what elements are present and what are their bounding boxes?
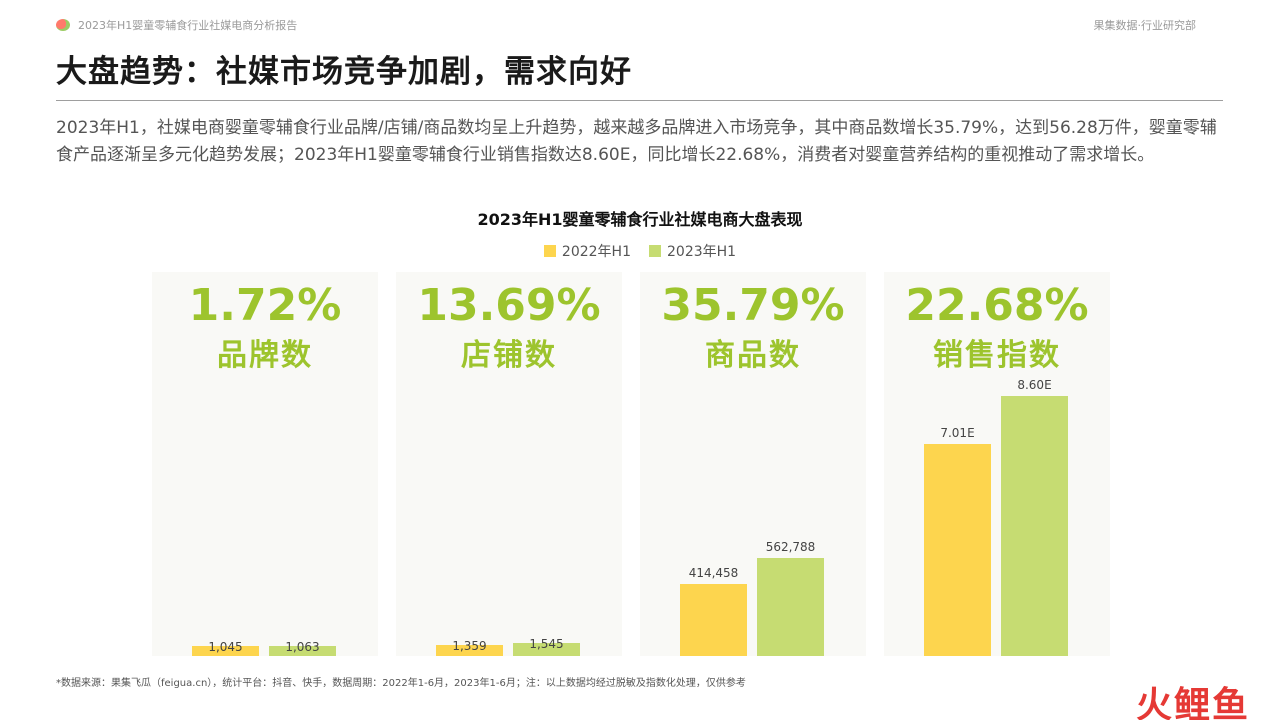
title-divider	[56, 100, 1223, 101]
growth-sales-index: 22.68%	[905, 280, 1089, 331]
bar-label-products-2022: 414,458	[688, 565, 739, 580]
bar-label-sales-index-2023: 8.60E	[1017, 378, 1052, 392]
bar-shops-2023	[513, 643, 580, 656]
bar-label-shops-2023: 1,545	[529, 637, 564, 651]
metric-brands: 品牌数	[217, 338, 313, 373]
panel-brands: 1.72% 品牌数 1,045 1,063	[152, 272, 378, 656]
bar-brands-2023	[269, 646, 336, 656]
bar-brands-2022	[192, 646, 259, 656]
growth-shops: 13.69%	[417, 280, 601, 331]
summary-text: 2023年H1，社媒电商婴童零辅食行业品牌/店铺/商品数均呈上升趋势，越来越多品…	[56, 118, 1217, 165]
bar-label-products-2023: 562,788	[765, 540, 816, 554]
growth-products: 35.79%	[661, 280, 845, 331]
legend-item-2022: 2022年H1	[543, 241, 631, 261]
panel-products: 35.79% 商品数 414,458 562,788	[640, 272, 866, 656]
metric-sales-index: 销售指数	[933, 338, 1061, 373]
chart-legend: 2022年H1 2023年H1	[0, 241, 1280, 261]
watermark-logo: 火鲤鱼	[1135, 685, 1250, 720]
panel-sales-index: 22.68% 销售指数 7.01E 8.60E	[884, 272, 1110, 656]
bar-products-2023	[757, 558, 824, 656]
brand-tag: 果集数据·行业研究部	[1093, 19, 1197, 32]
bar-label-sales-index-2022: 7.01E	[940, 426, 975, 441]
legend-label-2022: 2022年H1	[561, 244, 631, 260]
bar-sales-index-2022	[924, 444, 991, 656]
metric-products: 商品数	[705, 338, 801, 373]
bar-label-brands-2023: 1,063	[285, 640, 320, 654]
legend-item-2023: 2023年H1	[649, 241, 736, 261]
brand-logo-icon	[56, 19, 70, 31]
bar-label-shops-2022: 1,359	[452, 638, 487, 653]
legend-swatch-2023	[649, 245, 661, 257]
growth-brands: 1.72%	[188, 280, 342, 331]
bar-shops-2022	[436, 644, 503, 656]
bar-sales-index-2023	[1001, 396, 1068, 656]
bar-label-brands-2022: 1,045	[208, 640, 243, 655]
report-title: 2023年H1婴童零辅食行业社媒电商分析报告	[78, 19, 298, 32]
top-bar: 2023年H1婴童零辅食行业社媒电商分析报告 果集数据·行业研究部	[56, 16, 1196, 34]
legend-label-2023: 2023年H1	[667, 244, 737, 260]
footnote: *数据来源：果集飞瓜（feigua.cn），统计平台：抖音、快手，数据周期：20…	[56, 678, 746, 689]
metric-shops: 店铺数	[461, 338, 557, 373]
panel-shops: 13.69% 店铺数 1,359 1,545	[396, 272, 622, 656]
legend-swatch-2022	[543, 245, 556, 257]
page-title: 大盘趋势：社媒市场竞争加剧，需求向好	[56, 54, 632, 90]
chart-title: 2023年H1婴童零辅食行业社媒电商大盘表现	[477, 210, 803, 229]
bar-products-2022	[680, 583, 747, 656]
